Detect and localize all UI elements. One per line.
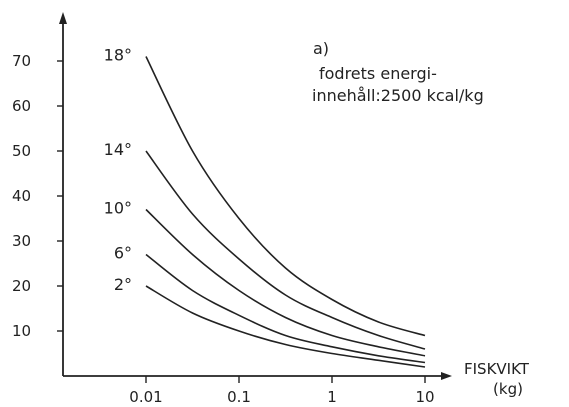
annotation-line1: fodrets energi- (319, 64, 437, 83)
x-tick-label: 10 (415, 388, 434, 406)
y-tick-label: 20 (12, 277, 31, 295)
y-tick-label: 70 (12, 52, 31, 70)
annotation-tag: a) (313, 39, 329, 58)
x-tick-label: 0.01 (129, 388, 162, 406)
curve-label: 18° (104, 46, 132, 65)
x-tick-label: 1 (327, 388, 337, 406)
curve-line (145, 150, 426, 350)
curve-line (145, 253, 426, 364)
x-axis-arrow (441, 372, 452, 380)
curve-line (145, 56, 426, 337)
y-tick-label: 50 (12, 142, 31, 160)
annotation-line2: innehåll:2500 kcal/kg (312, 86, 484, 105)
y-tick-label: 30 (12, 232, 31, 250)
curve-label: 14° (104, 140, 132, 159)
curve-label: 6° (114, 244, 132, 263)
y-tick-label: 40 (12, 187, 31, 205)
curve-line (145, 208, 426, 357)
curve-labels: 18° 14° 10° 6° 2° (104, 46, 132, 295)
curve-line (145, 285, 426, 368)
y-tick-label: 60 (12, 97, 31, 115)
x-axis-unit-label: (kg) (493, 380, 523, 398)
y-ticks: 10 20 30 40 50 60 70 (12, 52, 63, 340)
x-ticks: 0.01 0.1 1 10 (129, 376, 435, 406)
x-axis-label: FISKVIKT (464, 360, 530, 378)
x-tick-label: 0.1 (227, 388, 251, 406)
y-tick-label: 10 (12, 322, 31, 340)
curve-label: 10° (104, 199, 132, 218)
curves (145, 56, 426, 368)
y-axis-arrow (59, 12, 67, 24)
axes (59, 12, 452, 380)
curve-label: 2° (114, 275, 132, 294)
